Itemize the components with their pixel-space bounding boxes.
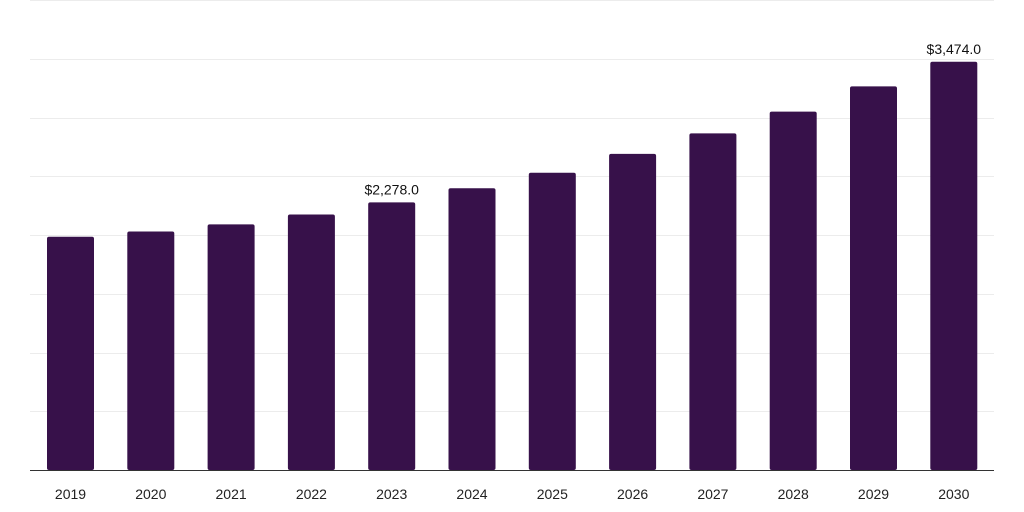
- bar-2022: [287, 214, 335, 470]
- gridlines: [30, 0, 994, 412]
- bars: [47, 61, 978, 471]
- x-tick-label: 2023: [376, 486, 407, 502]
- data-label: $3,474.0: [927, 41, 982, 57]
- x-tick-label: 2022: [296, 486, 327, 502]
- bar-2029: [850, 86, 897, 471]
- x-tick-label: 2020: [135, 486, 166, 502]
- bar-2021: [207, 224, 255, 470]
- bar-2027: [689, 133, 737, 471]
- data-labels: $2,278.0 $3,474.0: [364, 41, 981, 198]
- bar-2024: [448, 188, 496, 471]
- x-tick-labels: 2019 2020 2021 2022 2023 2024 2025 2026 2027 2028…: [55, 486, 970, 502]
- x-tick-label: 2027: [697, 486, 728, 502]
- bar-2025: [528, 172, 576, 470]
- x-tick-label: 2024: [456, 486, 487, 502]
- bar-2028: [769, 111, 817, 470]
- bar-2023: [368, 202, 416, 470]
- bar-2030: [930, 61, 978, 471]
- x-tick-label: 2026: [617, 486, 648, 502]
- x-tick-label: 2029: [858, 486, 889, 502]
- x-tick-label: 2028: [778, 486, 809, 502]
- bar-2020: [127, 231, 175, 470]
- x-tick-label: 2021: [216, 486, 247, 502]
- x-tick-label: 2030: [938, 486, 969, 502]
- data-label: $2,278.0: [364, 181, 419, 197]
- bar-2026: [609, 153, 657, 471]
- x-tick-label: 2019: [55, 486, 86, 502]
- x-tick-label: 2025: [537, 486, 568, 502]
- bar-2019: [47, 236, 94, 470]
